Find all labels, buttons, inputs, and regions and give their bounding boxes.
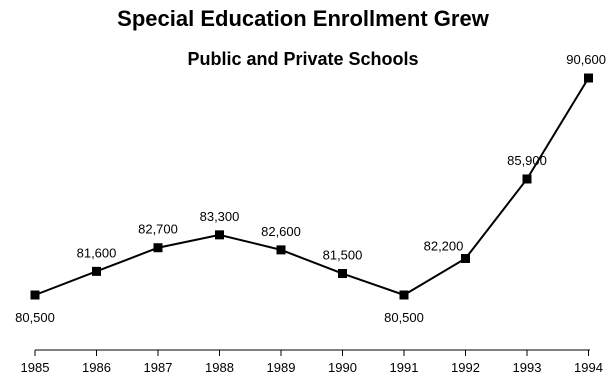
chart-subtitle: Public and Private Schools <box>187 49 419 69</box>
series-line <box>34 77 590 297</box>
x-tick-label: 1994 <box>574 360 603 375</box>
x-tick-label: 1987 <box>144 360 173 375</box>
data-label: 82,600 <box>261 224 301 239</box>
data-label: 85,900 <box>507 153 547 168</box>
chart-title: Special Education Enrollment Grew <box>117 6 489 31</box>
data-point-marker <box>276 245 286 255</box>
data-point-marker <box>153 243 163 253</box>
data-point-markers <box>30 73 593 300</box>
x-tick-label: 1985 <box>21 360 50 375</box>
data-label: 80,500 <box>384 310 424 325</box>
x-tick-label: 1988 <box>205 360 234 375</box>
data-label: 82,200 <box>424 238 464 253</box>
data-label: 81,500 <box>323 248 363 263</box>
data-point-marker <box>30 290 40 300</box>
x-axis-ticks <box>34 350 589 356</box>
data-label: 83,300 <box>200 209 240 224</box>
data-point-marker <box>522 174 532 184</box>
data-point-marker <box>92 266 101 276</box>
x-tick-label: 1993 <box>513 360 542 375</box>
x-tick-label: 1992 <box>451 360 480 375</box>
x-tick-label: 1990 <box>328 360 357 375</box>
x-tick-label: 1986 <box>82 360 111 375</box>
data-point-marker <box>338 269 347 279</box>
data-label: 81,600 <box>77 245 117 260</box>
data-point-marker <box>215 230 224 240</box>
data-labels: 80,500 81,600 82,700 83,300 82,600 81,500 80,5… <box>15 52 606 325</box>
x-tick-label: 1989 <box>267 360 296 375</box>
data-point-marker <box>584 73 593 83</box>
x-axis-tick-labels: 1985 1986 1987 1988 1989 1990 1991 1992 1993 1994 <box>21 360 603 375</box>
data-label: 90,600 <box>566 52 606 67</box>
x-tick-label: 1991 <box>390 360 419 375</box>
data-label: 82,700 <box>138 222 178 237</box>
data-point-marker <box>461 253 470 263</box>
data-point-marker <box>399 290 409 300</box>
data-label: 80,500 <box>15 310 55 325</box>
